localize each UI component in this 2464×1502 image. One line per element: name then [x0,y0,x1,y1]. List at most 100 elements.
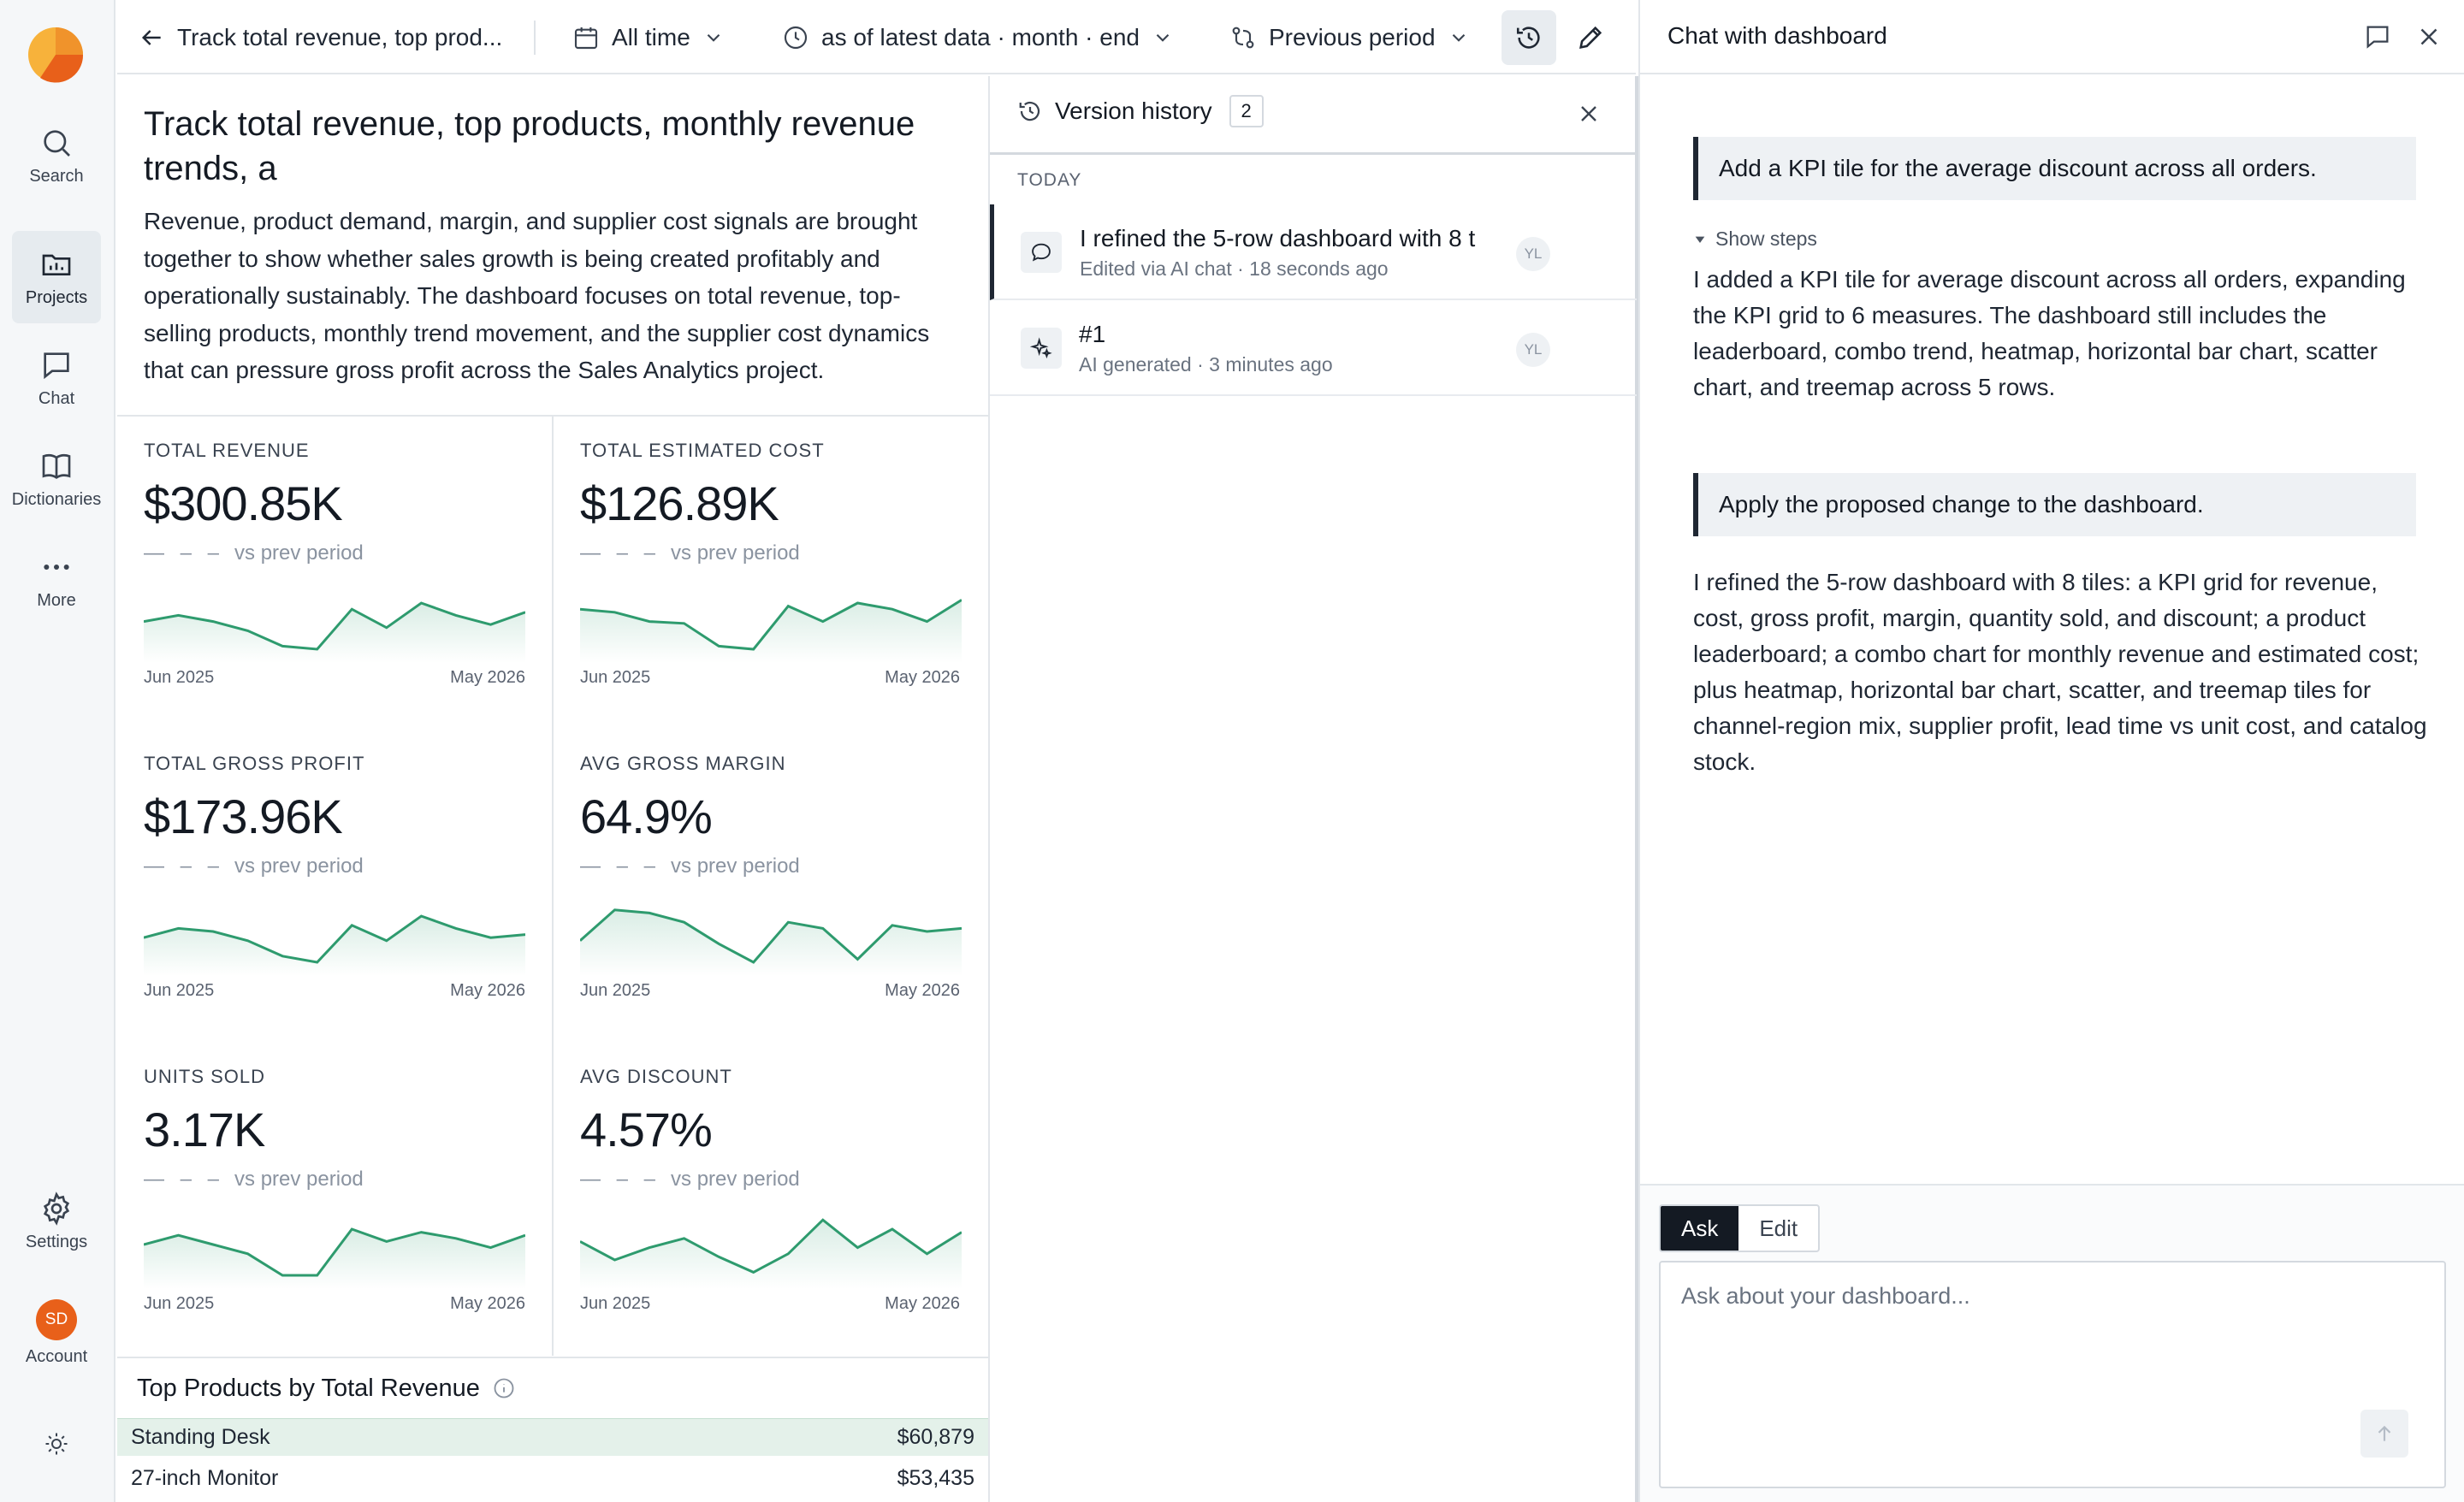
user-avatar: YL [1516,333,1550,367]
table-row[interactable]: Standing Desk $60,879 [117,1418,988,1456]
chat-input[interactable]: Ask about your dashboard... [1659,1261,2446,1488]
kpi-tile[interactable]: AVG DISCOUNT 4.57% — – – vs prev period Jun … [552,1043,986,1356]
comparison-select[interactable]: Previous period [1229,0,1470,74]
arrow-up-icon [2378,1425,2391,1441]
sparkline-line [144,601,525,651]
nav-chat[interactable]: Chat [12,332,101,424]
kpi-tile[interactable]: TOTAL REVENUE $300.85K — – – vs prev period… [117,417,552,730]
clock-icon [784,26,808,49]
sparkline-area [144,916,525,976]
search-icon [44,129,70,157]
nav-search-label: Search [29,166,84,186]
kpi-tile[interactable]: TOTAL GROSS PROFIT $173.96K — – – vs prev p… [117,730,552,1043]
kpi-axis: Jun 2025 May 2026 [580,668,960,688]
nav-search[interactable]: Search [12,109,101,202]
top-products-card: Top Products by Total Revenue Standing D… [117,1357,988,1502]
kpi-tile[interactable]: TOTAL ESTIMATED COST $126.89K — – – vs prev… [552,417,986,730]
close-icon[interactable] [1575,100,1602,127]
page-title: Track total revenue, top products, month… [144,105,915,187]
dashboard-breadcrumb-title: Track total revenue, top prod... [177,23,503,50]
assistant-message: I refined the 5-row dashboard with 8 til… [1693,569,2427,775]
chevron-down-icon [1452,33,1465,42]
as-of-select[interactable]: as of latest data · month · end [782,0,1174,74]
product-revenue: $60,879 [897,1425,974,1449]
version-entry-title: I refined the 5-row dashboard with 8 t [1080,225,1476,251]
kpi-tile[interactable]: AVG GROSS MARGIN 64.9% — – – vs prev period… [552,730,986,1043]
user-message: Apply the proposed change to the dashboa… [1693,473,2416,536]
sparkline-line [580,1218,962,1274]
no-change-indicator: — – – [580,541,661,565]
gear-icon [43,1191,70,1226]
caret-down-icon [1695,236,1705,243]
kpi-value: $300.85K [144,476,343,530]
arrow-left-icon [141,29,161,45]
chat-icon [44,352,69,379]
version-entry[interactable]: I refined the 5-row dashboard with 8 t E… [990,204,1637,300]
product-name: Standing Desk [131,1425,270,1449]
kpi-label: AVG DISCOUNT [580,1066,732,1087]
dashboard-description: Revenue, product demand, margin, and sup… [144,208,930,383]
sparkline-line [580,908,962,964]
back-button[interactable]: Track total revenue, top prod... [138,0,502,74]
kpi-axis-start: Jun 2025 [580,668,651,687]
chat-header: Chat with dashboard [1640,0,2464,74]
kpi-axis-end: May 2026 [450,1294,525,1313]
info-icon[interactable] [492,1376,516,1400]
nav-projects[interactable]: Projects [12,231,101,323]
version-history-button[interactable] [1502,10,1556,65]
nav-chat-label: Chat [38,388,75,408]
kpi-comparison-label: vs prev period [234,541,364,565]
version-entry[interactable]: #1 AI generated · 3 minutes ago YL [990,300,1637,396]
time-range-select[interactable]: All time [572,0,725,74]
kpi-comparison: — – – vs prev period [580,1168,960,1192]
compare-icon [1232,27,1254,48]
sparkline-area [144,603,525,663]
nav-account[interactable]: SD Account [12,1281,101,1384]
kpi-comparison: — – – vs prev period [580,541,960,565]
nav-dictionaries[interactable]: Dictionaries [12,433,101,525]
no-change-indicator: — – – [144,1168,225,1191]
kpi-comparison: — – – vs prev period [144,854,525,878]
chat-panel: Chat with dashboard Add a KPI tile for t… [1638,0,2464,1502]
kpi-label: TOTAL REVENUE [144,440,310,461]
mode-ask-button[interactable]: Ask [1661,1206,1739,1251]
kpi-comparison-label: vs prev period [234,1168,364,1191]
book-icon [42,453,71,479]
kpi-comparison-label: vs prev period [671,1168,800,1191]
nav-more[interactable]: More [12,534,101,626]
kpi-axis: Jun 2025 May 2026 [144,668,525,688]
kpi-sparkline [580,908,962,976]
mode-edit-button[interactable]: Edit [1759,1215,1798,1241]
time-range-value: All time [612,23,690,50]
kpi-axis: Jun 2025 May 2026 [144,981,525,1001]
theme-toggle[interactable] [12,1403,101,1485]
table-row[interactable]: 27-inch Monitor $53,435 [117,1459,988,1497]
app-logo[interactable] [27,26,85,84]
kpi-sparkline [580,1218,962,1289]
nav-projects-label: Projects [25,287,88,307]
dashboard-header: Track total revenue, top products, month… [117,76,988,417]
nav-more-label: More [37,590,76,610]
kpi-tile[interactable]: UNITS SOLD 3.17K — – – vs prev period Jun 20… [117,1043,552,1356]
chat-input-placeholder: Ask about your dashboard... [1681,1283,1970,1309]
calendar-icon [574,27,598,49]
logo-icon [28,27,84,83]
top-bar: Track total revenue, top prod... All tim… [117,0,1636,74]
folder-icon [42,254,71,275]
nav-dictionaries-label: Dictionaries [11,489,102,509]
show-steps-toggle[interactable]: Show steps [1693,228,1817,251]
new-chat-icon[interactable] [2363,22,2392,51]
divider [534,21,536,55]
edit-button[interactable] [1563,10,1618,65]
kpi-sparkline [144,601,525,663]
send-button[interactable] [2360,1410,2408,1458]
close-icon[interactable] [2414,22,2443,51]
kpi-axis: Jun 2025 May 2026 [580,1294,960,1314]
version-history-panel: Version history 2 TODAY I refined the 5-… [988,76,1638,1502]
nav-settings[interactable]: Settings [12,1175,101,1268]
kpi-label: UNITS SOLD [144,1066,266,1087]
kpi-label: TOTAL ESTIMATED COST [580,440,825,461]
no-change-indicator: — – – [580,1168,661,1191]
nav-settings-label: Settings [25,1232,88,1251]
chevron-down-icon [707,33,720,42]
